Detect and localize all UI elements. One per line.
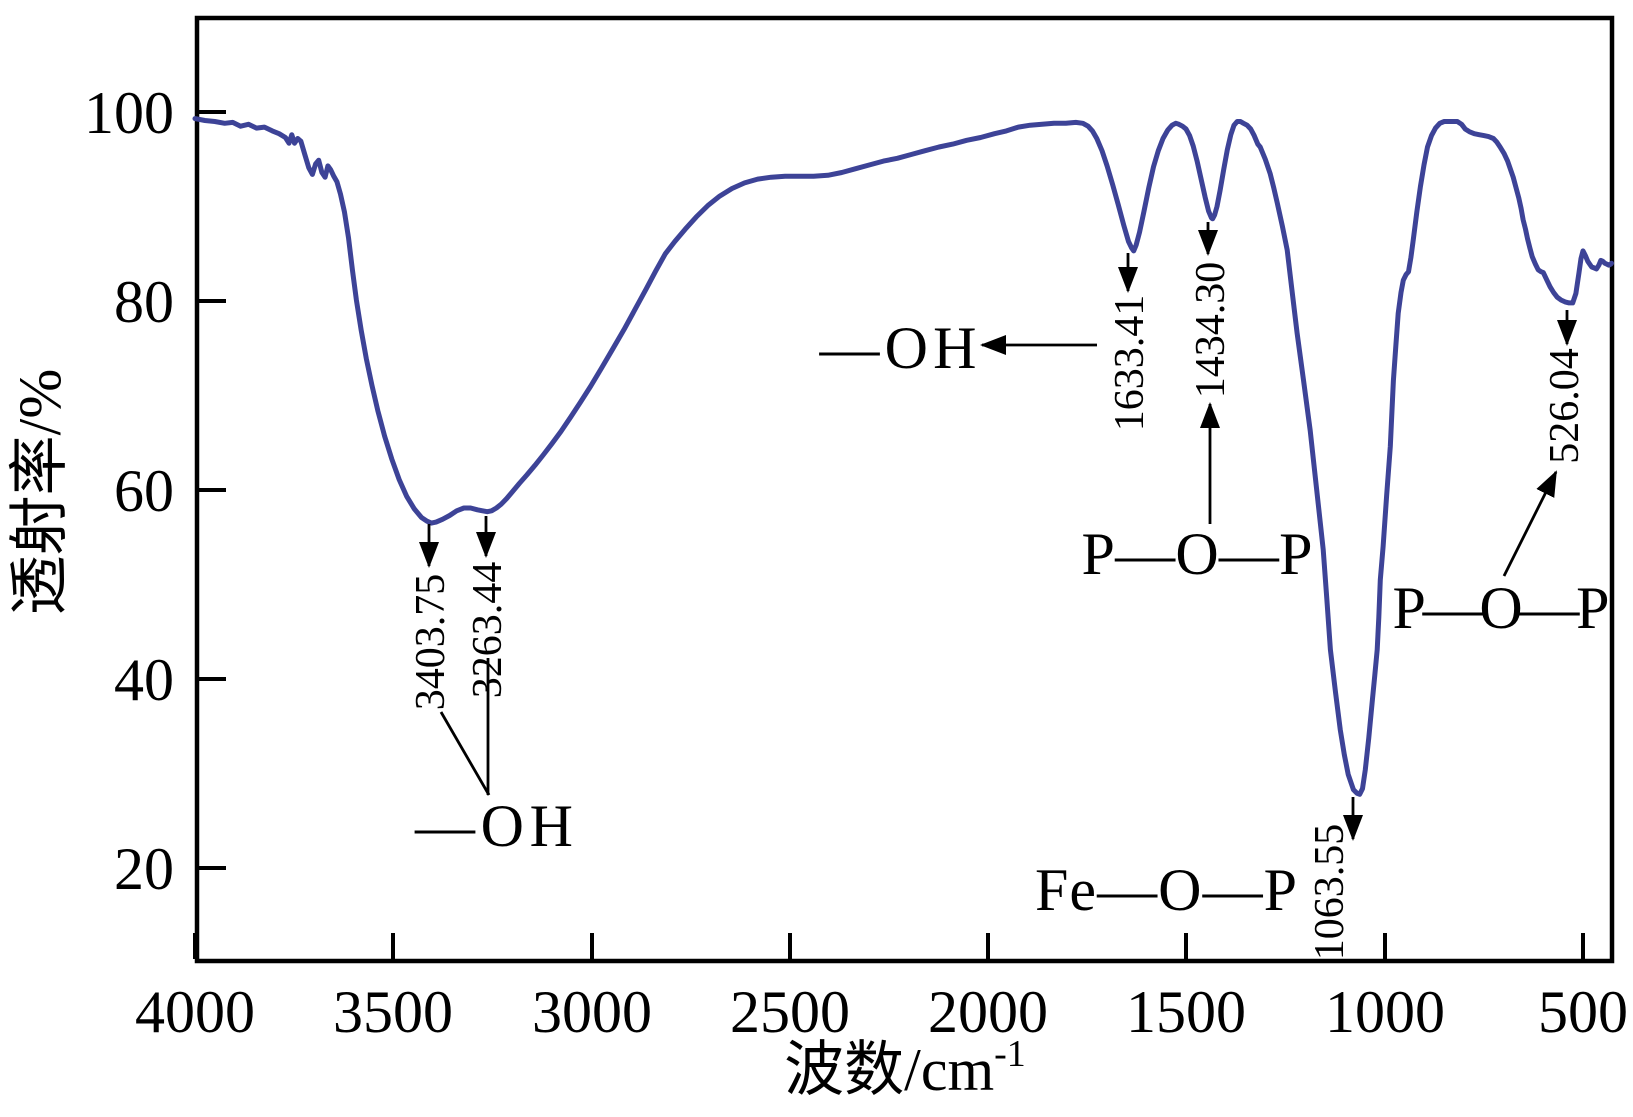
x-axis-title-superscript: -1 <box>994 1033 1026 1075</box>
peak-wavenumber-labels: 3403.75 3263.44 1633.41 1434.30 1063.55 … <box>408 262 1588 961</box>
y-tick-60: 60 <box>114 458 174 524</box>
x-tick-500: 500 <box>1538 979 1628 1045</box>
x-tick-3000: 3000 <box>532 979 652 1045</box>
assignment-oh-low: —OH <box>414 793 573 859</box>
x-tick-2000: 2000 <box>928 979 1048 1045</box>
x-tick-1000: 1000 <box>1325 979 1445 1045</box>
oh-connector-lines <box>439 658 491 796</box>
x-tick-labels: 4000 3500 3000 2500 2000 1500 1000 500 <box>135 979 1628 1045</box>
x-tick-2500: 2500 <box>730 979 850 1045</box>
assignment-feop: Fe—O—P <box>1035 857 1297 923</box>
x-tick-3500: 3500 <box>333 979 453 1045</box>
y-axis-ticks <box>199 110 226 870</box>
plot-border <box>194 15 1615 964</box>
connector-3403-oh <box>439 711 491 796</box>
peak-label-3263: 3263.44 <box>465 562 511 699</box>
y-axis-title: 透射率/% <box>7 369 73 616</box>
x-axis-title: 波数/cm-1 <box>784 1033 1026 1103</box>
y-tick-labels: 100 80 60 40 20 <box>84 80 174 902</box>
assignment-labels: —OH —OH P—O—P Fe—O—P P—O—P <box>414 315 1610 923</box>
assignment-pop-lower: P—O—P <box>1393 575 1610 641</box>
assignment-pop-upper: P—O—P <box>1082 521 1313 587</box>
peak-arrows <box>419 222 1577 841</box>
y-tick-20: 20 <box>114 836 174 902</box>
assignment-oh-mid: —OH <box>819 315 977 381</box>
ftir-curve <box>192 116 1614 797</box>
arrow-526-diagonal <box>1502 470 1558 577</box>
x-axis-ticks <box>193 933 1585 959</box>
y-tick-100: 100 <box>84 80 174 146</box>
peak-label-526: 526.04 <box>1542 348 1588 464</box>
y-tick-40: 40 <box>114 647 174 713</box>
y-tick-80: 80 <box>114 269 174 335</box>
peak-label-1434: 1434.30 <box>1188 262 1234 399</box>
x-axis-title-base: 波数/cm <box>784 1037 994 1103</box>
x-tick-4000: 4000 <box>135 979 255 1045</box>
peak-label-3403: 3403.75 <box>408 574 454 711</box>
x-tick-1500: 1500 <box>1126 979 1246 1045</box>
peak-label-1063: 1063.55 <box>1307 824 1353 961</box>
peak-label-1633: 1633.41 <box>1107 295 1153 432</box>
